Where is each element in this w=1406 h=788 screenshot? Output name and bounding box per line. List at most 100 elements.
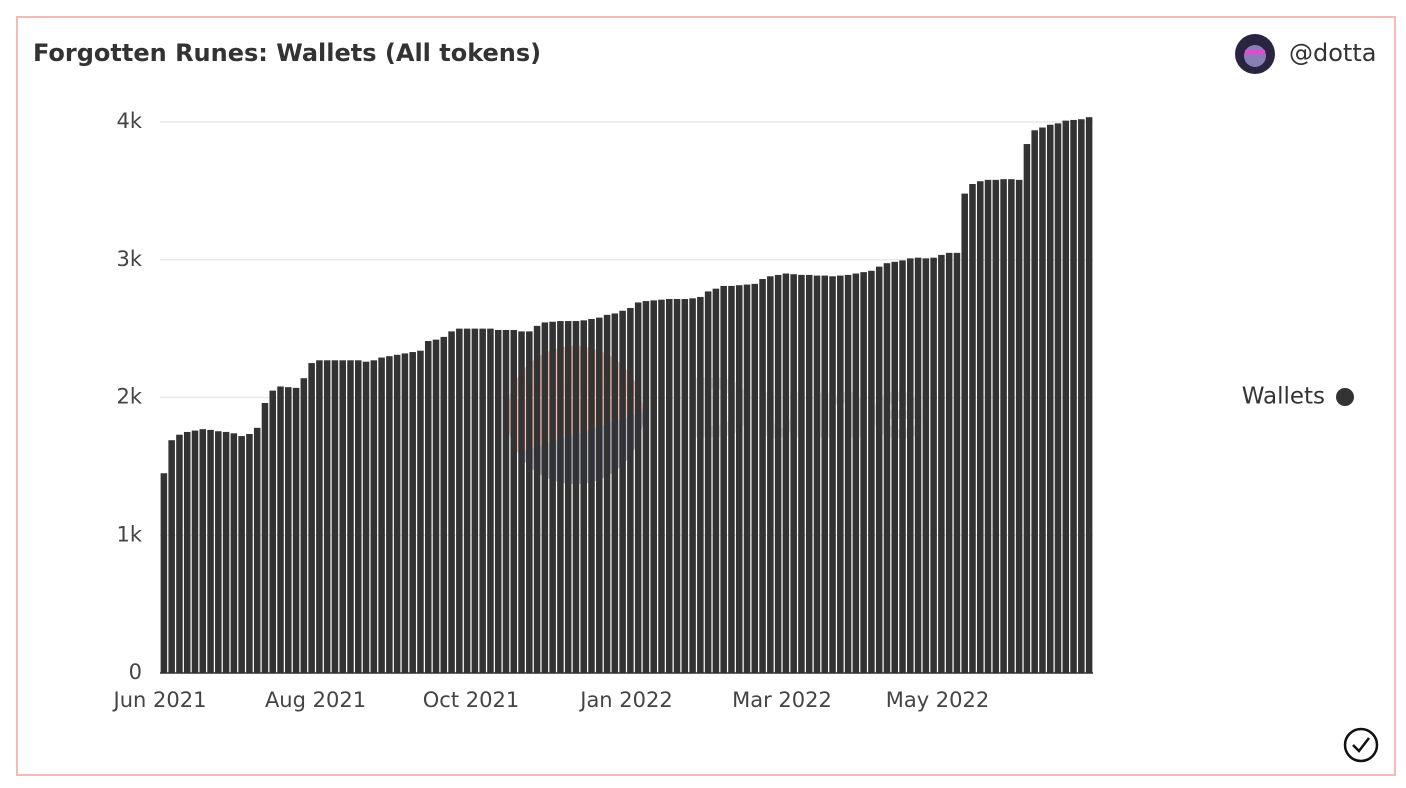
bar <box>1031 130 1038 673</box>
bar <box>1000 179 1007 673</box>
bar <box>743 284 751 673</box>
bar <box>992 179 1000 674</box>
bar <box>160 473 168 673</box>
x-tick-label: Jun 2021 <box>112 688 207 712</box>
bar <box>230 433 238 673</box>
bar <box>316 360 323 673</box>
legend-label: Wallets <box>1242 384 1325 410</box>
bar <box>277 386 284 673</box>
bar <box>907 258 914 673</box>
bar <box>269 390 277 673</box>
bar <box>930 257 937 673</box>
bar <box>580 320 588 673</box>
bar <box>1078 119 1085 674</box>
bar <box>1023 144 1031 674</box>
bar <box>424 341 432 673</box>
x-tick-label: Aug 2021 <box>265 688 366 712</box>
bar <box>168 440 175 673</box>
bar <box>432 339 440 673</box>
bar <box>253 427 261 673</box>
bar <box>805 274 813 673</box>
bar <box>860 272 867 673</box>
bar <box>518 331 525 673</box>
bar <box>642 301 650 673</box>
bar <box>681 299 689 673</box>
x-tick-label: Mar 2022 <box>732 688 832 712</box>
bar <box>510 330 518 673</box>
bar <box>564 321 572 673</box>
avatar <box>1235 34 1275 74</box>
y-tick-label: 2k <box>116 385 142 409</box>
bar <box>183 431 191 673</box>
bar <box>813 275 821 673</box>
bar <box>339 360 346 673</box>
bar <box>362 361 370 673</box>
bar <box>953 252 961 674</box>
bar <box>285 387 292 673</box>
bar <box>1046 124 1054 673</box>
bar <box>176 434 183 673</box>
bar <box>689 298 696 673</box>
bar <box>1008 179 1015 673</box>
bar <box>782 273 790 673</box>
bar <box>914 257 922 673</box>
bar <box>409 352 416 673</box>
bar <box>603 314 611 673</box>
bar <box>323 360 331 673</box>
x-tick-label: Jan 2022 <box>578 688 673 712</box>
bar <box>533 325 541 673</box>
y-tick-label: 4k <box>116 109 142 133</box>
bar <box>945 252 953 674</box>
bar <box>541 322 549 673</box>
bar <box>704 291 712 673</box>
bar <box>720 285 727 673</box>
bar <box>891 261 899 673</box>
bar <box>650 300 657 673</box>
y-tick-label: 3k <box>116 247 142 271</box>
bar <box>665 299 673 673</box>
bar <box>728 285 735 673</box>
bar <box>1054 123 1062 673</box>
bar <box>790 274 797 673</box>
bar <box>619 310 626 673</box>
bar <box>627 307 634 673</box>
bar <box>393 354 401 673</box>
bar <box>261 403 269 673</box>
bar <box>199 429 207 673</box>
bar <box>844 274 852 673</box>
bar <box>938 254 945 673</box>
bar <box>837 275 844 673</box>
chart-title: Forgotten Runes: Wallets (All tokens) <box>33 39 541 67</box>
bar <box>417 350 424 673</box>
bar <box>697 296 704 673</box>
bar <box>331 360 339 673</box>
bar <box>549 321 556 673</box>
bar <box>354 360 362 673</box>
legend-marker <box>1336 388 1354 406</box>
bar <box>852 273 860 673</box>
bar <box>961 193 968 673</box>
bar <box>712 288 720 673</box>
bar <box>658 299 665 673</box>
bar <box>440 336 448 673</box>
bar <box>526 331 533 673</box>
bar <box>292 387 300 673</box>
bar <box>922 258 930 673</box>
bar <box>378 357 385 673</box>
bar <box>821 275 829 673</box>
bar <box>596 317 603 673</box>
bar <box>588 318 595 673</box>
bar <box>502 330 510 673</box>
bar <box>634 302 642 673</box>
bar <box>759 279 766 673</box>
bar <box>370 360 378 673</box>
check-icon[interactable] <box>1343 727 1379 763</box>
bar <box>487 328 494 673</box>
bar <box>494 330 502 673</box>
bar <box>1039 127 1046 673</box>
author[interactable]: @dotta <box>1289 39 1376 67</box>
bar <box>883 263 891 673</box>
bar <box>875 266 883 673</box>
bar <box>899 260 906 673</box>
